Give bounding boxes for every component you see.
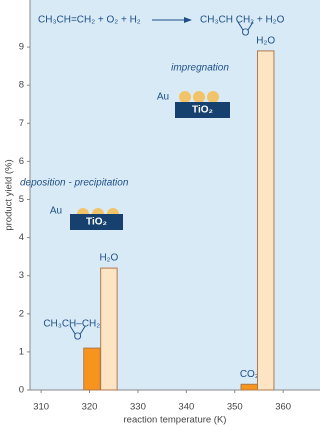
x-tick-label: 360 (275, 402, 291, 413)
epoxide-bridge (69, 325, 86, 335)
y-tick-label: 9 (19, 42, 24, 53)
inset-support-label: TiO₂ (86, 217, 107, 228)
y-tick-label: 3 (19, 270, 24, 281)
y-tick-label: 6 (19, 156, 24, 167)
reaction-bridge-o: O (242, 28, 250, 39)
y-tick-label: 8 (19, 80, 24, 91)
y-tick-label: 0 (19, 385, 24, 396)
x-tick-label: 330 (130, 402, 146, 413)
y-tick-label: 2 (19, 308, 24, 319)
bar-label: H₂O (99, 253, 118, 264)
x-tick-label: 320 (82, 402, 98, 413)
x-tick-label: 340 (178, 402, 194, 413)
reaction-arrowhead (184, 17, 192, 23)
y-axis-label: product yield (%) (4, 159, 15, 230)
reaction-reactants: CH₃CH=CH₂ + O₂ + H₂ (38, 15, 141, 26)
y-tick-label: 4 (19, 232, 24, 243)
epoxide-bridge (237, 21, 254, 31)
inset-support-label: TiO₂ (192, 105, 213, 116)
y-tick-label: 1 (19, 346, 24, 357)
inset-metal: Au (157, 92, 169, 103)
bar-label: CO₂ (240, 369, 259, 380)
bar-label: CH₃CH–CH₂ (43, 319, 100, 330)
x-tick-label: 310 (33, 402, 49, 413)
y-tick-label: 5 (19, 194, 24, 205)
inset-metal: Au (50, 206, 62, 217)
bar (240, 383, 258, 391)
bar-label: O (74, 332, 82, 343)
y-tick-label: 7 (19, 118, 24, 129)
bar-label: H₂O (256, 36, 275, 47)
inset-support (175, 102, 230, 118)
bar (100, 267, 118, 391)
reaction-product: CH₃CH CH₂ + H₂O (200, 15, 285, 26)
bar (256, 50, 275, 391)
inset-method: impregnation (171, 63, 229, 74)
inset-particles (179, 91, 219, 103)
x-tick-label: 350 (227, 402, 243, 413)
x-axis-label: reaction temperature (K) (124, 415, 227, 426)
inset-support (70, 214, 123, 230)
inset-method: deposition - precipitation (20, 178, 129, 189)
bar (83, 347, 101, 391)
